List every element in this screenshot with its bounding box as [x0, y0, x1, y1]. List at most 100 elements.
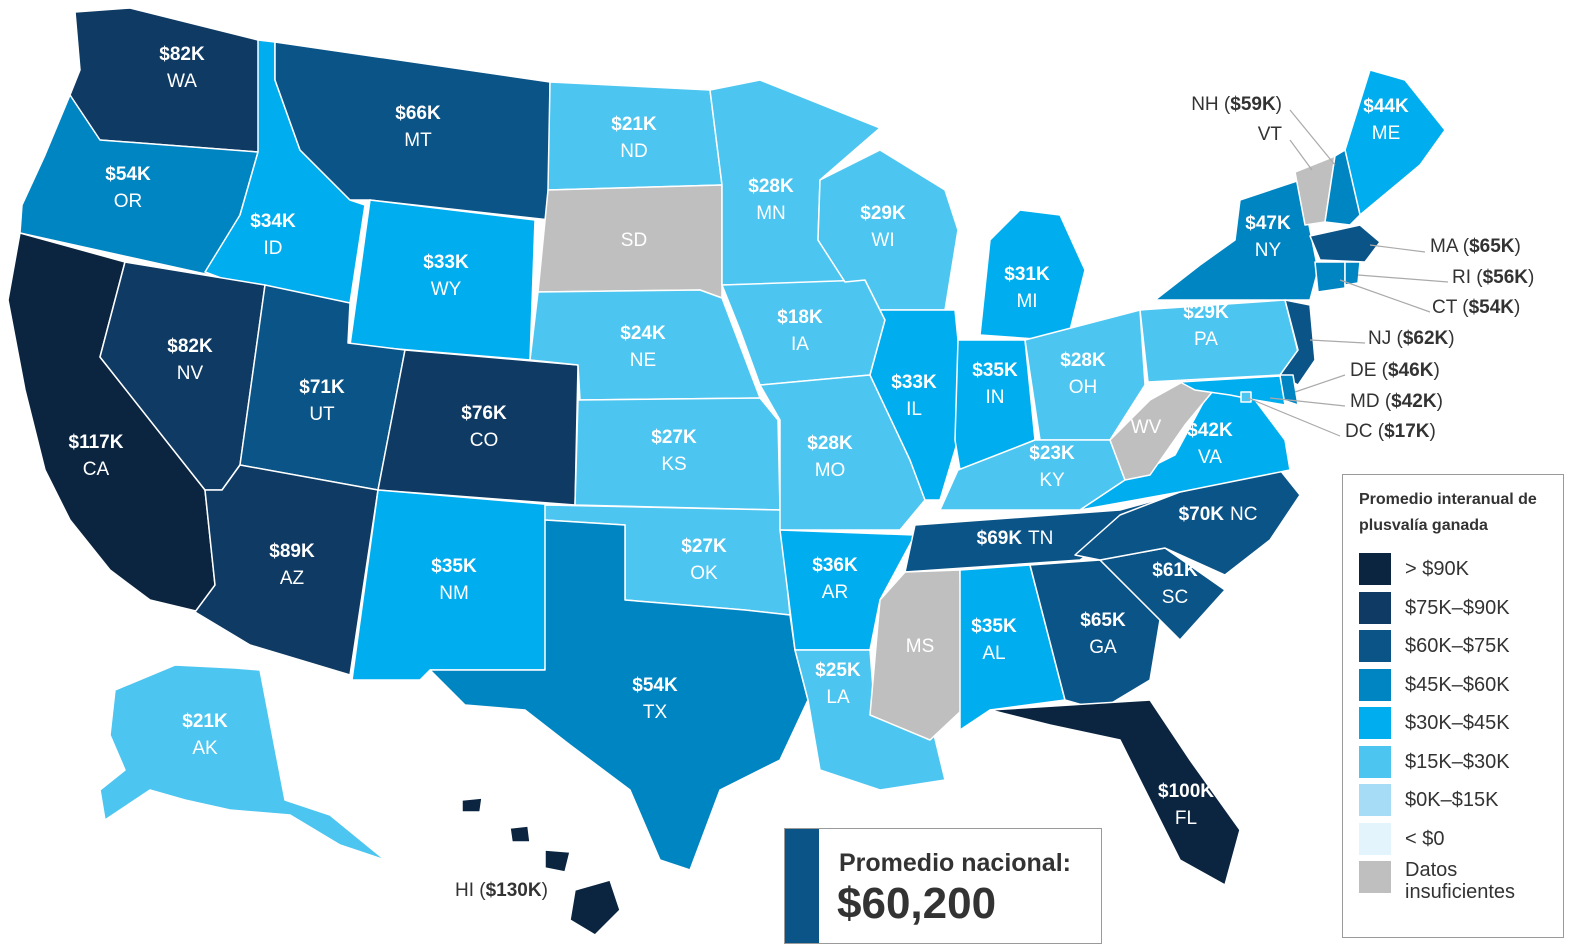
legend-item: $45K–$60K — [1359, 668, 1559, 703]
state-label-in: $35K IN — [972, 360, 1018, 408]
legend-swatch — [1359, 553, 1391, 585]
state-value-ri: $56K — [1483, 267, 1529, 288]
state-abbr-ga: GA — [1089, 637, 1117, 658]
state-label-ms: MS — [906, 636, 935, 657]
state-label-az: $89K AZ — [269, 541, 315, 589]
state-abbr-co: CO — [470, 430, 499, 451]
state-il — [869, 309, 961, 501]
legend-swatch — [1359, 630, 1391, 662]
state-label-nj: NJ ($62K) — [1368, 328, 1455, 349]
state-label-ar: $36K AR — [812, 555, 858, 603]
state-abbr-mn: MN — [756, 203, 786, 224]
state-abbr-va: VA — [1198, 447, 1222, 468]
state-value-wa: $82K — [159, 44, 205, 65]
paren-open: ( — [474, 880, 486, 901]
state-label-ca: $117K CA — [69, 432, 124, 480]
legend-swatch — [1359, 784, 1391, 816]
legend-label: > $90K — [1405, 558, 1469, 580]
state-abbr-ny: NY — [1255, 240, 1282, 261]
state-nj — [1279, 299, 1316, 386]
state-label-sc: $61K SC — [1152, 560, 1198, 608]
state-value-ne: $24K — [620, 323, 666, 344]
state-value-mt: $66K — [395, 103, 441, 124]
state-label-hi: HI ($130K) — [455, 880, 548, 901]
state-label-nd: $21K ND — [611, 114, 657, 162]
legend-item: < $0 — [1359, 822, 1559, 857]
state-abbr-ok: OK — [690, 563, 718, 584]
state-label-tn: $69K TN — [977, 528, 1054, 549]
legend-title: Promedio interanual de plusvalía ganada — [1359, 491, 1537, 534]
legend-swatch — [1359, 861, 1391, 893]
state-abbr-ks: KS — [661, 454, 686, 475]
state-callout-nh: NH ($59K) — [1191, 94, 1282, 115]
state-callout-hi: HI ($130K) — [455, 880, 548, 901]
state-abbr-nh: NH — [1191, 94, 1218, 115]
paren-close: ) — [1429, 421, 1435, 442]
state-abbr-ky: KY — [1039, 470, 1065, 491]
state-abbr-dc: DC — [1345, 421, 1372, 442]
legend-item: $0K–$15K — [1359, 784, 1559, 818]
state-inline-label-tn: $69K TN — [977, 528, 1054, 549]
state-ks — [574, 397, 781, 511]
paren-close: ) — [1448, 328, 1454, 349]
state-label-nm: $35K NM — [431, 556, 477, 604]
legend-swatch — [1359, 591, 1391, 624]
state-label-ak: $21K AK — [182, 711, 228, 759]
state-abbr-az: AZ — [280, 568, 305, 589]
state-label-ri: RI ($56K) — [1452, 267, 1534, 288]
state-label-al: $35K AL — [971, 616, 1017, 664]
legend-label: $0K–$15K — [1405, 789, 1499, 811]
state-label-ct: CT ($54K) — [1432, 297, 1520, 318]
state-abbr-tn: TN — [1028, 528, 1053, 549]
legend-item: $30K–$45K — [1359, 707, 1559, 741]
state-label-tx: $54K TX — [632, 675, 678, 723]
state-label-ok: $27K OK — [681, 536, 727, 584]
state-abbr-mo: MO — [815, 460, 846, 481]
state-value-sc: $61K — [1152, 560, 1198, 581]
state-value-co: $76K — [461, 403, 507, 424]
state-abbr-wa: WA — [167, 71, 197, 92]
state-abbr-de: DE — [1350, 360, 1376, 381]
state-hi-big-island — [569, 879, 621, 936]
state-abbr-wy: WY — [431, 279, 462, 300]
state-value-ny: $47K — [1245, 213, 1291, 234]
state-fl — [989, 699, 1241, 886]
paren-open: ( — [1457, 236, 1469, 257]
state-wv — [1109, 374, 1219, 481]
state-label-ga: $65K GA — [1080, 610, 1126, 658]
legend-item: > $90K — [1359, 553, 1559, 587]
paren-close: ) — [1276, 94, 1282, 115]
state-value-tx: $54K — [632, 675, 678, 696]
state-callout-dc: DC ($17K) — [1345, 421, 1436, 442]
state-dc — [1240, 391, 1252, 403]
legend-label: $15K–$30K — [1405, 750, 1510, 773]
state-value-oh: $28K — [1060, 350, 1106, 371]
state-label-mo: $28K MO — [807, 433, 853, 481]
state-label-or: $54K OR — [105, 164, 151, 212]
state-oh — [1024, 309, 1146, 441]
state-abbr-la: LA — [826, 687, 850, 708]
state-value-wi: $29K — [860, 203, 906, 224]
state-value-il: $33K — [891, 372, 937, 393]
state-label-md: MD ($42K) — [1350, 391, 1443, 412]
state-value-ut: $71K — [299, 377, 345, 398]
state-abbr-sc: SC — [1162, 587, 1188, 608]
state-al — [959, 564, 1066, 731]
state-hi-kauai — [461, 797, 483, 813]
state-label-ma: MA ($65K) — [1430, 236, 1521, 257]
state-abbr-fl: FL — [1175, 808, 1197, 829]
state-abbr-sd: SD — [621, 230, 647, 251]
state-label-nh: NH ($59K) — [1191, 94, 1282, 115]
state-callout-ri: RI ($56K) — [1452, 267, 1534, 288]
state-abbr-mt: MT — [404, 130, 432, 151]
state-value-ar: $36K — [812, 555, 858, 576]
paren-open: ( — [1219, 94, 1231, 115]
paren-open: ( — [1391, 328, 1403, 349]
state-label-co: $76K CO — [461, 403, 507, 451]
state-abbr-hi: HI — [455, 880, 474, 901]
state-value-ok: $27K — [681, 536, 727, 557]
state-label-ny: $47K NY — [1245, 213, 1291, 261]
state-abbr-or: OR — [114, 191, 143, 212]
state-abbr-nd: ND — [620, 141, 647, 162]
legend-swatch — [1359, 822, 1391, 855]
